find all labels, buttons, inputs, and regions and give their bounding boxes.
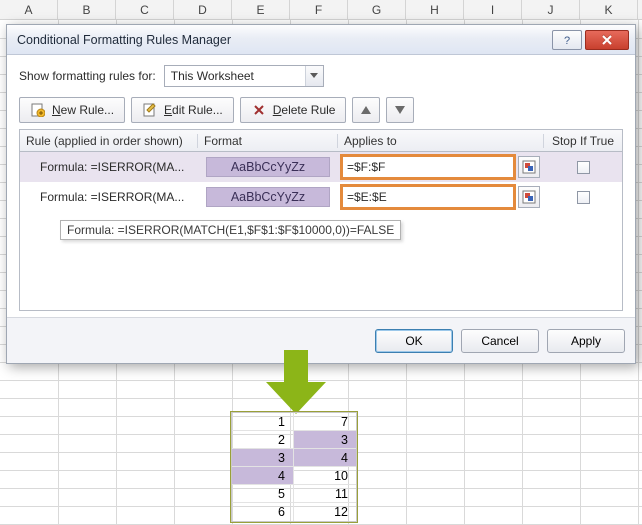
column-header[interactable]: K bbox=[580, 0, 638, 19]
help-button[interactable]: ? bbox=[552, 30, 582, 50]
new-rule-label: New Rule... bbox=[52, 103, 114, 117]
range-picker-button[interactable] bbox=[518, 186, 540, 208]
column-header[interactable]: I bbox=[464, 0, 522, 19]
rules-header-row: Rule (applied in order shown) Format App… bbox=[19, 129, 623, 151]
column-header[interactable]: D bbox=[174, 0, 232, 19]
rule-tooltip: Formula: =ISERROR(MATCH(E1,$F$1:$F$10000… bbox=[60, 220, 401, 240]
applies-to-input[interactable]: =$E:$E bbox=[342, 186, 514, 208]
rules-list: Formula: =ISERROR(MA... AaBbCcYyZz =$F:$… bbox=[19, 151, 623, 311]
dialog-titlebar[interactable]: Conditional Formatting Rules Manager ? bbox=[7, 25, 635, 55]
col-rule-header: Rule (applied in order shown) bbox=[20, 134, 198, 148]
format-preview: AaBbCcYyZz bbox=[206, 187, 330, 207]
triangle-down-icon bbox=[395, 106, 405, 114]
format-preview: AaBbCcYyZz bbox=[206, 157, 330, 177]
result-row: 511 bbox=[232, 485, 356, 503]
stop-if-true-checkbox[interactable] bbox=[577, 191, 590, 204]
new-rule-button[interactable]: New Rule... bbox=[19, 97, 125, 123]
result-cell: 5 bbox=[232, 485, 294, 503]
delete-rule-label: Delete Rule bbox=[273, 103, 336, 117]
result-row: 612 bbox=[232, 503, 356, 521]
cancel-button[interactable]: Cancel bbox=[461, 329, 539, 353]
col-format-header: Format bbox=[198, 134, 338, 148]
chevron-down-icon bbox=[305, 66, 323, 86]
result-cell: 7 bbox=[294, 413, 356, 431]
result-cell: 4 bbox=[294, 449, 356, 467]
dialog-title: Conditional Formatting Rules Manager bbox=[17, 33, 231, 47]
column-header[interactable]: A bbox=[0, 0, 58, 19]
stop-if-true-checkbox[interactable] bbox=[577, 161, 590, 174]
result-row: 23 bbox=[232, 431, 356, 449]
svg-text:?: ? bbox=[564, 35, 570, 46]
column-header[interactable]: F bbox=[290, 0, 348, 19]
range-picker-button[interactable] bbox=[518, 156, 540, 178]
delete-rule-icon bbox=[251, 102, 267, 118]
range-picker-icon bbox=[522, 190, 536, 204]
apply-button[interactable]: Apply bbox=[547, 329, 625, 353]
rule-row-label: Formula: =ISERROR(MA... bbox=[20, 190, 198, 204]
result-row: 410 bbox=[232, 467, 356, 485]
close-button[interactable] bbox=[585, 30, 629, 50]
result-row: 17 bbox=[232, 413, 356, 431]
result-cell: 6 bbox=[232, 503, 294, 521]
edit-rule-icon bbox=[142, 102, 158, 118]
column-header[interactable]: B bbox=[58, 0, 116, 19]
rules-manager-dialog: Conditional Formatting Rules Manager ? S… bbox=[6, 24, 636, 364]
close-icon bbox=[601, 34, 613, 46]
rules-toolbar: New Rule... Edit Rule... Delete Rule bbox=[19, 97, 623, 123]
scope-select[interactable]: This Worksheet bbox=[164, 65, 324, 87]
applies-to-input[interactable]: =$F:$F bbox=[342, 156, 514, 178]
rule-row-label: Formula: =ISERROR(MA... bbox=[20, 160, 198, 174]
delete-rule-button[interactable]: Delete Rule bbox=[240, 97, 347, 123]
ok-button[interactable]: OK bbox=[375, 329, 453, 353]
scope-select-value: This Worksheet bbox=[171, 69, 254, 83]
move-up-button[interactable] bbox=[352, 97, 380, 123]
result-cell: 2 bbox=[232, 431, 294, 449]
column-headers: ABCDEFGHIJK bbox=[0, 0, 642, 20]
column-header[interactable]: C bbox=[116, 0, 174, 19]
result-cell: 11 bbox=[294, 485, 356, 503]
result-row: 34 bbox=[232, 449, 356, 467]
rule-row[interactable]: Formula: =ISERROR(MA... AaBbCcYyZz =$E:$… bbox=[20, 182, 622, 212]
result-cell: 10 bbox=[294, 467, 356, 485]
move-down-button[interactable] bbox=[386, 97, 414, 123]
help-icon: ? bbox=[561, 34, 573, 46]
rule-row[interactable]: Formula: =ISERROR(MA... AaBbCcYyZz =$F:$… bbox=[20, 152, 622, 182]
col-applies-header: Applies to bbox=[338, 134, 544, 148]
new-rule-icon bbox=[30, 102, 46, 118]
result-arrow-icon bbox=[266, 350, 326, 414]
result-cell: 3 bbox=[294, 431, 356, 449]
result-cell: 12 bbox=[294, 503, 356, 521]
result-cell: 1 bbox=[232, 413, 294, 431]
column-header[interactable]: J bbox=[522, 0, 580, 19]
column-header[interactable]: H bbox=[406, 0, 464, 19]
result-table: 172334410511612 bbox=[231, 412, 357, 522]
result-cell: 4 bbox=[232, 467, 294, 485]
column-header[interactable]: G bbox=[348, 0, 406, 19]
triangle-up-icon bbox=[361, 106, 371, 114]
range-picker-icon bbox=[522, 160, 536, 174]
show-rules-for-label: Show formatting rules for: bbox=[19, 69, 156, 83]
column-header[interactable]: E bbox=[232, 0, 290, 19]
result-cell: 3 bbox=[232, 449, 294, 467]
edit-rule-button[interactable]: Edit Rule... bbox=[131, 97, 234, 123]
edit-rule-label: Edit Rule... bbox=[164, 103, 223, 117]
col-stop-header: Stop If True bbox=[544, 134, 622, 148]
